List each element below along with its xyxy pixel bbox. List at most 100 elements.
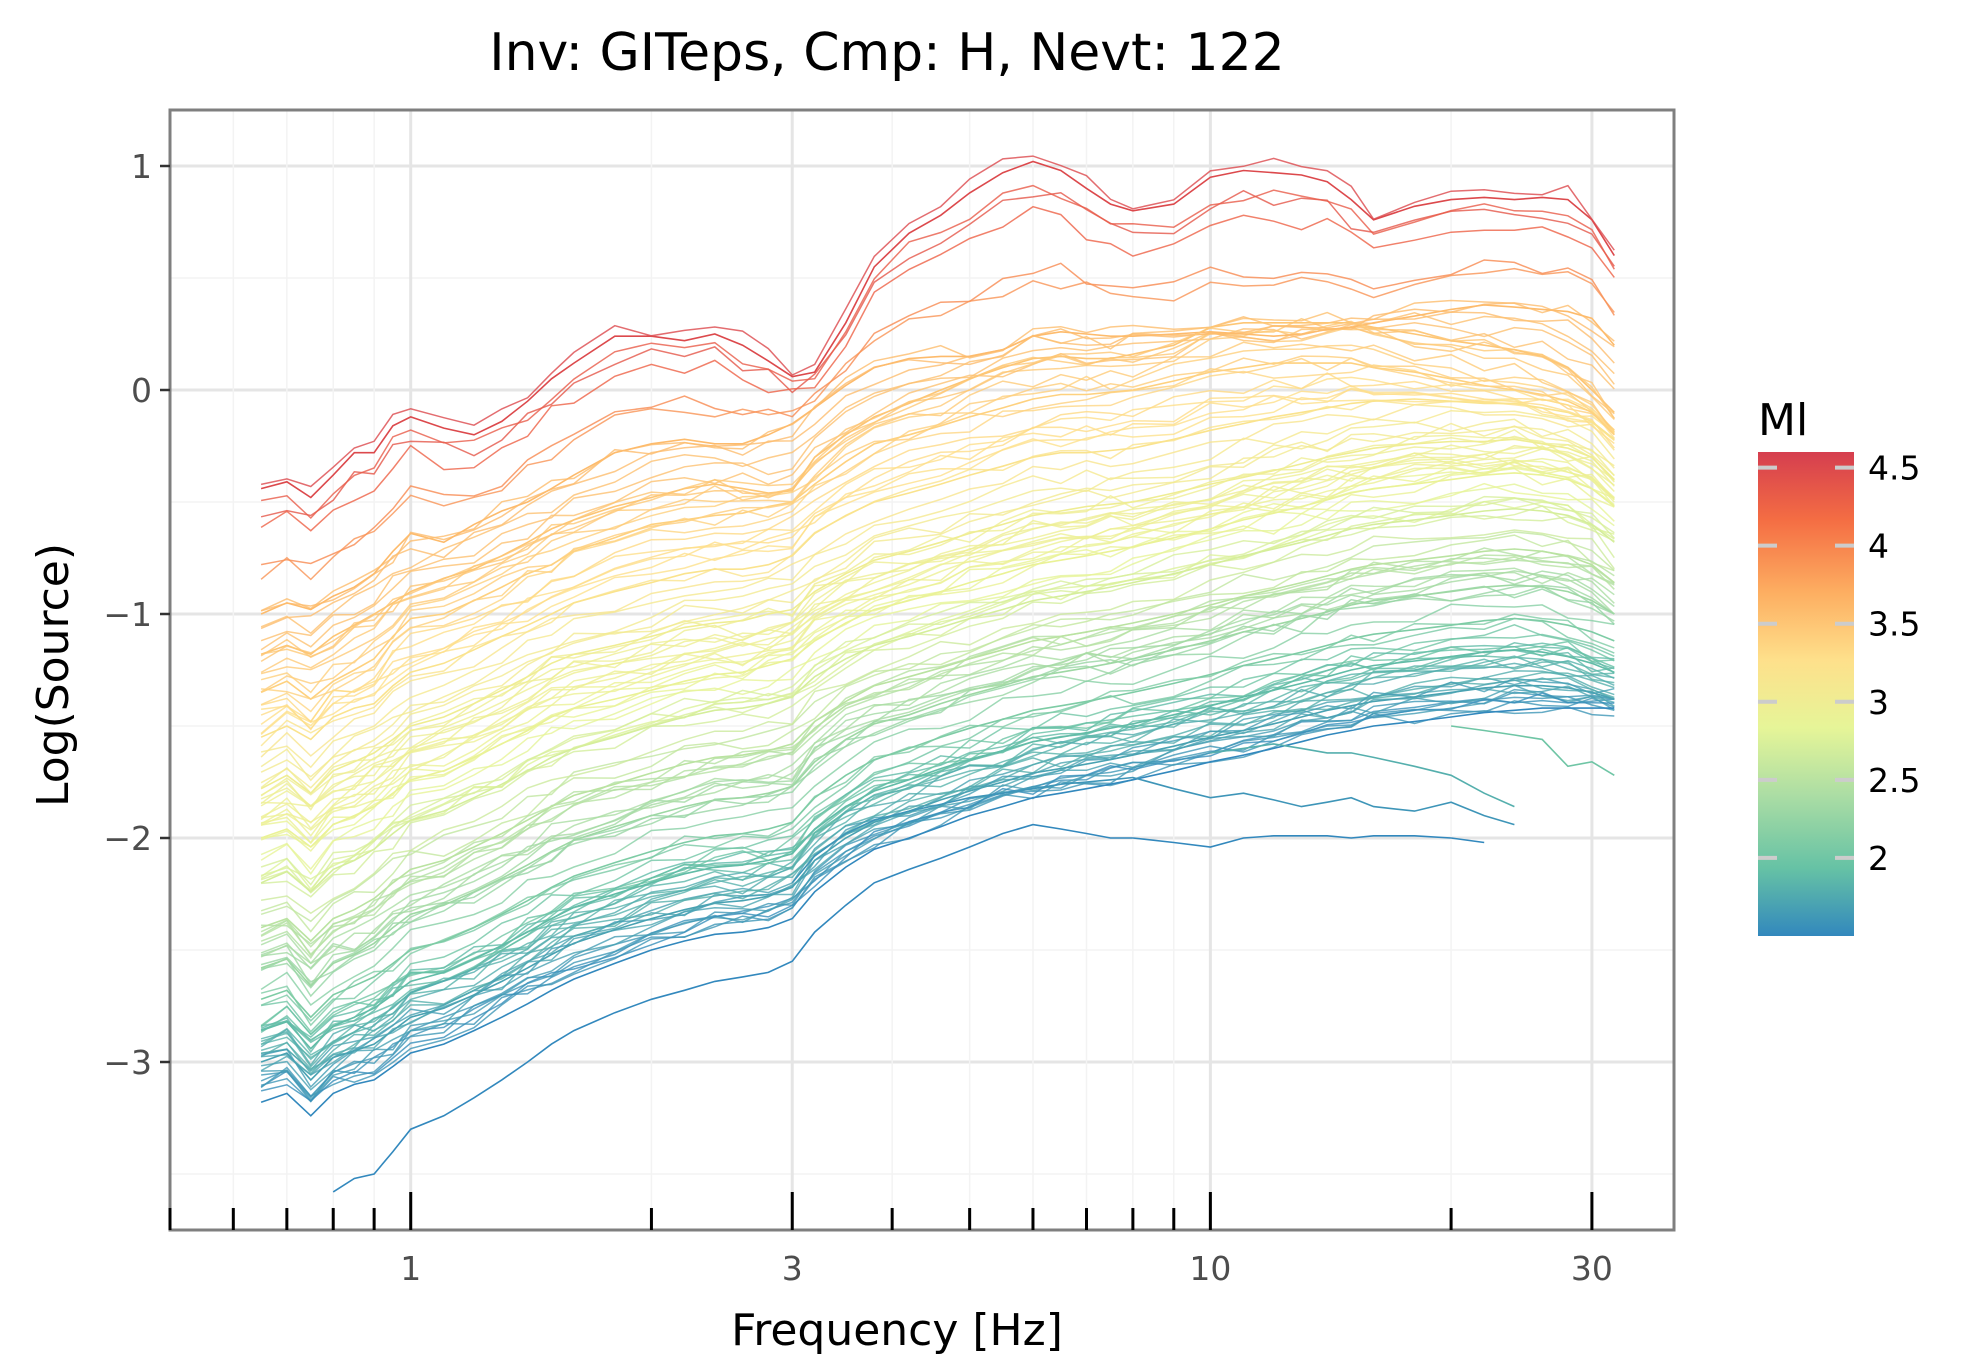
spectrum-line-ensemble xyxy=(260,662,1615,1067)
spectrum-line-ensemble xyxy=(260,483,1615,875)
spectrum-line-ensemble xyxy=(260,571,1615,965)
spectrum-line-5 xyxy=(260,438,1615,795)
legend-ticks: 4.5 4 3.5 3 2.5 2 xyxy=(1758,449,1920,878)
spectrum-line-ensemble xyxy=(260,554,1615,948)
spectrum-line-10 xyxy=(260,617,1615,1019)
legend-label: 2 xyxy=(1868,839,1889,878)
spectrum-line-16 xyxy=(1210,743,1515,808)
spectrum-line-ensemble xyxy=(260,529,1615,915)
spectrum-line-7 xyxy=(260,507,1615,893)
x-axis-title: Frequency [Hz] xyxy=(731,1305,1063,1356)
spectrum-line-ensemble xyxy=(260,259,1615,566)
y-tick-label: −3 xyxy=(103,1043,152,1082)
spectrum-line-0 xyxy=(260,160,1615,499)
spectrum-line-ensemble xyxy=(260,624,1615,1033)
x-tick-label: 1 xyxy=(400,1249,421,1288)
y-tick-label: −1 xyxy=(103,595,152,634)
spectrum-line-ensemble xyxy=(260,500,1615,891)
spectrum-line-ensemble xyxy=(260,344,1615,694)
spectrum-line-ensemble xyxy=(260,205,1615,532)
spectrum-line-1 xyxy=(260,304,1615,615)
spectrum-line-ensemble xyxy=(261,376,1615,723)
spectrum-line-ensemble xyxy=(260,184,1615,520)
spectrum-line-15 xyxy=(791,776,1515,884)
spectrum-line-ensemble xyxy=(260,603,1615,1007)
y-axis-title: Log(Source) xyxy=(28,543,79,807)
spectrum-line-ensemble xyxy=(260,461,1615,831)
x-tick-label: 10 xyxy=(1189,1249,1231,1288)
y-tick-label: 1 xyxy=(131,147,152,186)
spectrum-line-ensemble xyxy=(260,677,1615,1089)
spectrum-line-ensemble xyxy=(260,422,1615,778)
legend-label: 3.5 xyxy=(1868,605,1920,644)
spectrum-line-6 xyxy=(260,472,1615,849)
spectrum-line-ensemble xyxy=(260,567,1615,965)
spectrum-line-ensemble xyxy=(260,692,1615,1102)
spectrum-line-ensemble xyxy=(260,497,1615,892)
legend-title: Ml xyxy=(1758,395,1808,446)
y-tick-label: −2 xyxy=(103,819,152,858)
spectrum-line-ensemble xyxy=(260,385,1615,730)
legend: Ml 4.5 4 3.5 3 2.5 2 xyxy=(1758,395,1920,936)
spectrum-line-ensemble xyxy=(260,403,1615,758)
spectrum-line-ensemble xyxy=(260,531,1615,923)
spectrum-line-4 xyxy=(260,398,1615,741)
spectrum-line-ensemble xyxy=(260,320,1615,658)
spectrum-line-ensemble xyxy=(260,658,1615,1059)
spectrum-line-ensemble xyxy=(260,434,1615,797)
spectrum-line-ensemble xyxy=(261,679,1615,1076)
x-tick-label: 30 xyxy=(1571,1249,1613,1288)
spectrum-line-8 xyxy=(260,548,1615,943)
colorbar xyxy=(1758,452,1854,936)
spectrum-line-ensemble xyxy=(260,585,1615,989)
x-tick-label: 3 xyxy=(782,1249,803,1288)
spectrum-line-ensemble xyxy=(260,428,1615,795)
spectrum-line-ensemble xyxy=(260,302,1615,612)
x-axis: 1 3 10 30 xyxy=(168,1192,1613,1288)
spectrum-line-ensemble xyxy=(260,267,1615,581)
spectrum-line-ensemble xyxy=(260,482,1615,871)
spectrum-line-ensemble xyxy=(260,556,1615,956)
spectrum-line-ensemble xyxy=(260,585,1615,998)
plot-border xyxy=(168,108,1676,1232)
spectrum-line-ensemble xyxy=(260,497,1615,880)
y-tick-label: 0 xyxy=(131,371,152,410)
spectrum-line-ensemble xyxy=(260,364,1615,713)
legend-label: 3 xyxy=(1868,683,1889,722)
spectrum-line-3 xyxy=(260,362,1615,701)
spectrum-line-ensemble xyxy=(260,642,1615,1039)
spectrum-line-ensemble xyxy=(261,514,1615,898)
legend-label: 2.5 xyxy=(1868,761,1920,800)
legend-label: 4.5 xyxy=(1868,449,1920,488)
spectrum-line-ensemble xyxy=(260,341,1615,675)
spectrum-line-ensemble xyxy=(260,467,1615,853)
spectrum-line-ensemble xyxy=(260,550,1615,957)
y-axis: 1 0 −1 −2 −3 xyxy=(103,147,170,1082)
spectrum-line-17 xyxy=(1450,725,1615,776)
spectrum-line-ensemble xyxy=(260,444,1615,808)
spectrum-line-ensemble xyxy=(261,691,1615,1099)
spectrum-line-ensemble xyxy=(260,418,1615,782)
spectrum-line-ensemble xyxy=(260,425,1615,789)
spectrum-line-ensemble xyxy=(260,444,1615,808)
spectrum-line-ensemble xyxy=(260,685,1615,1076)
spectrum-line-11 xyxy=(260,648,1615,1050)
spectrum-line-ensemble xyxy=(260,311,1615,630)
spectrum-line-ensemble xyxy=(260,460,1615,844)
spectrum-line-9 xyxy=(260,584,1615,987)
spectrum-line-ensemble xyxy=(260,559,1615,960)
spectrum-line-ensemble xyxy=(260,388,1615,731)
spectrum-line-ensemble xyxy=(260,613,1615,1027)
spectrum-line-ensemble xyxy=(261,570,1615,969)
spectrum-line-13 xyxy=(260,707,1615,1117)
chart-title: Inv: GITeps, Cmp: H, Nevt: 122 xyxy=(489,23,1285,83)
spectrum-line-14 xyxy=(332,823,1485,1193)
spectrum-line-2 xyxy=(260,322,1615,656)
spectrum-line-ensemble xyxy=(260,355,1615,693)
spectrum-line-ensemble xyxy=(260,458,1615,826)
spectrum-line-ensemble xyxy=(260,534,1615,933)
spectrum-line-ensemble xyxy=(260,697,1615,1103)
spectrum-line-ensemble xyxy=(260,372,1615,724)
legend-label: 4 xyxy=(1868,527,1889,566)
